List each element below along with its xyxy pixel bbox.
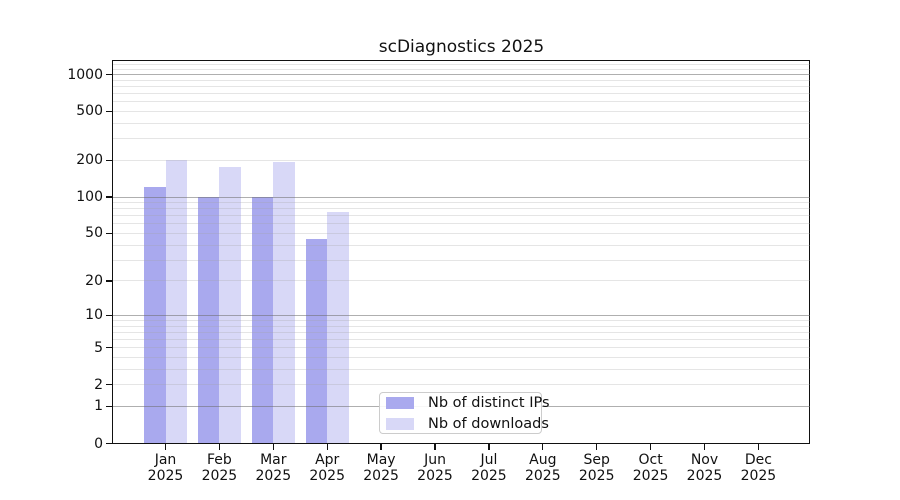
y-tick-label: 0 [94, 435, 103, 452]
gridline-minor [113, 339, 810, 341]
x-tick-mark [649, 443, 652, 450]
legend: Nb of distinct IPs Nb of downloads [379, 392, 550, 434]
gridline-minor [113, 232, 810, 234]
gridline-minor [113, 122, 810, 124]
bar-downloads-jan [165, 160, 187, 444]
y-tick-label: 10 [85, 307, 103, 324]
gridline-minor [113, 331, 810, 333]
gridline-minor [113, 68, 810, 70]
legend-swatch-distinct-ips [386, 396, 414, 409]
chart-title: scDiagnostics 2025 [378, 37, 545, 57]
legend-swatch-downloads [386, 417, 414, 430]
y-tick-label: 100 [76, 189, 103, 205]
gridline-minor [113, 85, 810, 87]
gridline-major [113, 314, 810, 316]
gridline-minor [113, 110, 810, 112]
y-tick-mark [106, 196, 113, 198]
x-tick-label-feb: Feb 2025 [201, 451, 238, 484]
y-tick-mark [106, 110, 113, 113]
y-tick-mark [106, 73, 113, 76]
bar-distinct-ips-feb [197, 197, 220, 444]
gridline-minor [113, 138, 810, 140]
bar-distinct-ips-mar [251, 197, 274, 444]
y-tick-label: 5 [94, 339, 103, 356]
y-tick-label: 20 [85, 272, 103, 289]
bar-downloads-feb [219, 167, 241, 444]
x-tick-mark [326, 443, 328, 450]
gridline-major [113, 196, 810, 198]
legend-row-distinct-ips: Nb of distinct IPs [386, 393, 550, 412]
gridline-minor [113, 64, 810, 66]
legend-label-distinct-ips: Nb of distinct IPs [428, 394, 550, 411]
x-tick-mark [703, 443, 706, 450]
x-tick-mark [596, 443, 598, 450]
x-tick-mark [218, 443, 221, 450]
gridline-minor [113, 215, 810, 217]
gridline-minor [113, 280, 810, 282]
y-tick-mark [106, 347, 113, 349]
bar-downloads-mar [273, 161, 295, 444]
x-tick-label-aug: Aug 2025 [524, 451, 561, 484]
y-tick-label: 1 [94, 398, 103, 415]
x-tick-label-sep: Sep 2025 [578, 451, 615, 484]
y-tick-mark [106, 442, 113, 445]
gridline-minor [113, 320, 810, 322]
gridline-major [113, 74, 810, 75]
x-tick-mark [542, 443, 544, 450]
x-tick-label-jun: Jun 2025 [417, 451, 453, 484]
bar-downloads-apr [327, 212, 349, 444]
x-tick-label-jul: Jul 2025 [471, 451, 507, 484]
y-tick-mark [106, 384, 113, 386]
gridline-minor [113, 202, 810, 204]
y-tick-label: 2 [94, 376, 103, 393]
y-tick-mark [106, 280, 113, 282]
y-tick-label: 1000 [67, 66, 103, 83]
y-tick-mark [106, 232, 113, 235]
gridline-minor [113, 101, 810, 103]
gridline-minor [113, 93, 810, 95]
x-tick-mark [272, 443, 274, 450]
x-tick-mark [757, 443, 760, 450]
y-tick-label: 500 [76, 103, 103, 120]
gridline-minor [113, 384, 810, 386]
gridline-minor [113, 357, 810, 359]
legend-label-downloads: Nb of downloads [428, 415, 549, 432]
x-tick-label-apr: Apr 2025 [309, 451, 345, 484]
y-tick-mark [106, 314, 113, 317]
gridline-minor [113, 368, 810, 370]
x-tick-label-mar: Mar 2025 [255, 451, 292, 484]
y-tick-mark [106, 159, 113, 161]
gridline-minor [113, 347, 810, 349]
gridline-minor [113, 208, 810, 210]
x-tick-mark [434, 443, 436, 450]
x-tick-label-jan: Jan 2025 [147, 451, 184, 484]
x-tick-mark [380, 443, 382, 450]
bar-distinct-ips-apr [305, 239, 328, 444]
y-tick-label: 200 [76, 152, 103, 169]
x-tick-mark [164, 443, 167, 450]
gridline-minor [113, 244, 810, 246]
x-tick-label-nov: Nov 2025 [686, 451, 723, 484]
x-tick-mark [488, 443, 490, 450]
gridline-minor [113, 79, 810, 81]
gridline-minor [113, 223, 810, 225]
x-tick-label-may: May 2025 [363, 451, 399, 484]
x-tick-label-dec: Dec 2025 [740, 451, 777, 484]
x-tick-label-oct: Oct 2025 [632, 451, 669, 484]
gridline-minor [113, 259, 810, 261]
legend-row-downloads: Nb of downloads [386, 414, 549, 433]
gridline-minor [113, 325, 810, 327]
gridline-minor [113, 159, 810, 161]
y-tick-label: 50 [85, 225, 103, 242]
y-tick-mark [106, 405, 113, 408]
